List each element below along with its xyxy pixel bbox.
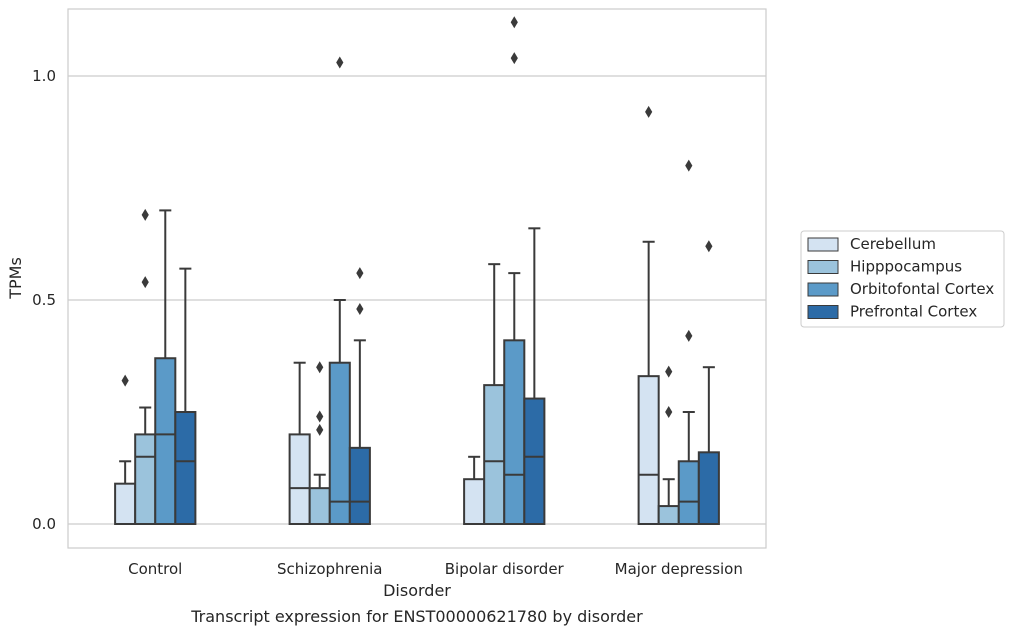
legend-swatch (807, 260, 839, 274)
outlier-point (685, 159, 693, 172)
box-body (677, 460, 700, 525)
y-tick-label: 0.5 (32, 291, 56, 309)
box (677, 159, 700, 525)
y-tick-label: 1.0 (32, 67, 56, 85)
x-axis-title: Disorder (383, 581, 451, 600)
outlier-point (316, 361, 324, 374)
legend-label: Orbitofontal Cortex (850, 280, 994, 298)
box (288, 361, 311, 525)
outlier-point (685, 329, 693, 342)
box-body (328, 361, 351, 525)
legend-frame (800, 230, 1005, 328)
legend-swatch (807, 282, 839, 297)
box (348, 267, 371, 525)
outlier-point (141, 208, 149, 221)
box-series (114, 16, 720, 526)
outlier-point (510, 52, 518, 65)
y-tick-label: 0.0 (32, 515, 56, 533)
box-body (348, 446, 371, 525)
outlier-point (141, 276, 149, 289)
box-body (697, 451, 720, 526)
box-body (154, 357, 177, 525)
series-cerebellum (114, 105, 660, 526)
box (657, 365, 680, 525)
box-body (174, 411, 197, 525)
legend-label: Cerebellum (850, 235, 936, 253)
box (697, 240, 720, 526)
series-orbitofontal-cortex (154, 16, 700, 525)
outlier-point (356, 302, 364, 315)
box-body (483, 384, 506, 525)
legend-label: Prefrontal Cortex (850, 303, 977, 321)
box (154, 209, 177, 525)
legend-swatch (807, 237, 839, 252)
y-axis-title: TPMs (6, 257, 25, 300)
outlier-point (316, 410, 324, 423)
box-body (657, 505, 680, 525)
x-tick-label: Bipolar disorder (445, 560, 565, 578)
box (523, 227, 546, 525)
outlier-point (705, 240, 713, 253)
box-body (463, 478, 486, 526)
box (174, 267, 197, 525)
outlier-point (336, 56, 344, 69)
legend-label: Hipppocampus (850, 258, 962, 276)
legend-swatch (807, 305, 839, 319)
box (308, 361, 331, 526)
figure-caption: Transcript expression for ENST0000062178… (190, 607, 643, 626)
outlier-point (665, 406, 673, 418)
box-body (308, 487, 331, 526)
y-tick-labels: 0.00.51.01.52.0 (32, 67, 56, 533)
outlier-point (121, 374, 129, 387)
box (503, 16, 526, 525)
outlier-point (665, 365, 673, 378)
box-body (134, 433, 157, 525)
x-tick-label: Control (128, 560, 182, 578)
outlier-point (356, 267, 364, 280)
x-tick-labels: Control Schizophrenia Bipolar disorder Majo… (128, 560, 743, 578)
x-tick-label: Schizophrenia (277, 560, 382, 578)
box (114, 374, 137, 525)
box-body (114, 482, 137, 525)
outlier-point (510, 16, 518, 29)
x-tick-label: Major depression (615, 560, 743, 578)
box (637, 105, 660, 525)
outlier-point (645, 105, 653, 118)
box (463, 455, 486, 526)
legend: Cerebellum Hipppocampus Orbitofontal Corte… (800, 230, 1005, 328)
box (483, 263, 506, 525)
box-body (637, 375, 660, 525)
box-body (503, 339, 526, 525)
outlier-point (316, 423, 324, 436)
box (134, 208, 157, 525)
box (328, 56, 351, 525)
series-prefrontal-cortex (174, 227, 720, 526)
box-body (288, 433, 311, 525)
series-hipppocampus (134, 208, 680, 526)
box-body (523, 397, 546, 525)
plot-frame (67, 8, 767, 549)
